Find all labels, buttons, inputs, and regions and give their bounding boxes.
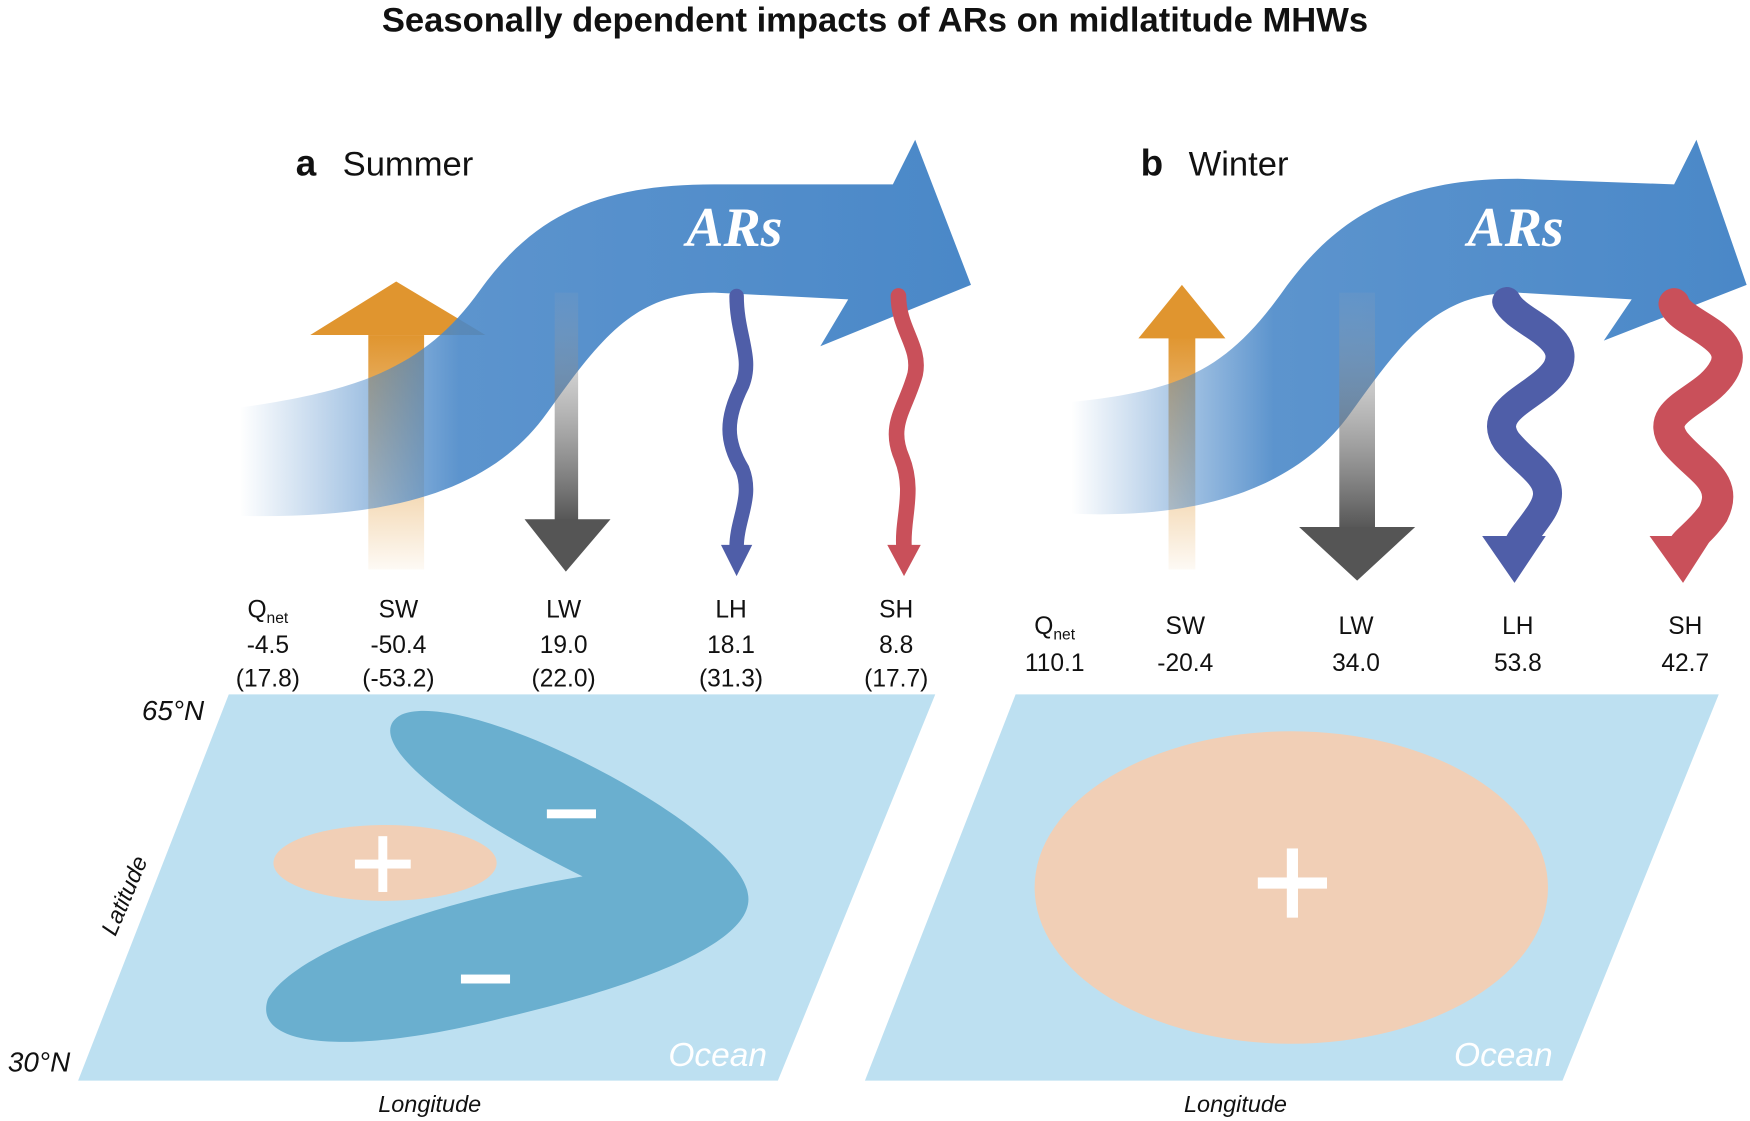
panel-label: b bbox=[1141, 142, 1164, 183]
flux-value: 19.0 bbox=[540, 632, 588, 659]
lw-arrow bbox=[554, 292, 579, 522]
flux-name: LW bbox=[1339, 613, 1375, 640]
flux-value: -20.4 bbox=[1157, 650, 1213, 677]
ar-arrow bbox=[1071, 139, 1747, 515]
flux-alt-value: (22.0) bbox=[532, 666, 596, 693]
flux-value: 18.1 bbox=[707, 632, 755, 659]
latitude-bottom: 30°N bbox=[8, 1047, 71, 1078]
minus-sign bbox=[546, 809, 596, 819]
ocean-label: Ocean bbox=[1454, 1037, 1553, 1074]
lw-arrow-head bbox=[524, 519, 611, 572]
flux-name-main: SH bbox=[1668, 613, 1702, 640]
flux-alt-value: (31.3) bbox=[699, 666, 763, 693]
negative-region bbox=[266, 710, 749, 1042]
plus-sign bbox=[1286, 848, 1298, 918]
minus-sign bbox=[460, 974, 511, 984]
sh-arrow bbox=[888, 288, 924, 555]
flux-value: -50.4 bbox=[370, 632, 426, 659]
flux-name-main: LH bbox=[1502, 613, 1533, 640]
flux-name-main: SW bbox=[379, 596, 419, 623]
flux-value: 34.0 bbox=[1332, 650, 1380, 677]
flux-name-main: Q bbox=[247, 596, 266, 623]
flux-name-main: LH bbox=[715, 596, 746, 623]
flux-name-main: SW bbox=[1165, 613, 1205, 640]
flux-name: SH bbox=[879, 596, 913, 623]
flux-alt-value: (-53.2) bbox=[362, 666, 434, 693]
ar-arrow bbox=[239, 139, 971, 517]
flux-name: Qnet bbox=[247, 596, 288, 627]
sh-arrow-head bbox=[887, 544, 921, 577]
longitude-label: Longitude bbox=[1184, 1091, 1287, 1117]
lw-arrow bbox=[1339, 292, 1375, 530]
panel-season: Winter bbox=[1189, 145, 1289, 183]
flux-value: 42.7 bbox=[1661, 650, 1709, 677]
title: Seasonally dependent impacts of ARs on m… bbox=[382, 1, 1368, 39]
arrow-label: ARs bbox=[683, 197, 782, 259]
flux-name: SW bbox=[379, 596, 419, 623]
flux-value: 110.1 bbox=[1025, 650, 1085, 677]
flux-name-sub: net bbox=[1053, 627, 1075, 644]
sw-arrow-head bbox=[310, 281, 486, 336]
flux-name: SW bbox=[1165, 613, 1205, 640]
flux-name-main: LW bbox=[1339, 613, 1375, 640]
sh-arrow-head bbox=[1649, 535, 1714, 583]
flux-name: SH bbox=[1668, 613, 1702, 640]
lw-arrow-head bbox=[1299, 527, 1416, 581]
lh-arrow-head bbox=[1482, 535, 1546, 583]
sw-arrow-head bbox=[1138, 284, 1226, 339]
flux-name-sub: net bbox=[267, 610, 289, 627]
flux-name-main: SH bbox=[879, 596, 913, 623]
flux-value: 8.8 bbox=[879, 632, 913, 659]
flux-name: Qnet bbox=[1034, 613, 1075, 644]
flux-name-main: Q bbox=[1034, 613, 1053, 640]
latitude-top: 65°N bbox=[142, 695, 205, 726]
panel-season: Summer bbox=[343, 145, 474, 183]
flux-name-main: LW bbox=[546, 596, 582, 623]
lh-arrow bbox=[1487, 287, 1575, 562]
lh-arrow-head bbox=[720, 544, 753, 577]
arrow-label: ARs bbox=[1465, 197, 1564, 259]
flux-value: -4.5 bbox=[247, 632, 289, 659]
longitude-label: Longitude bbox=[378, 1091, 481, 1117]
flux-value: 53.8 bbox=[1494, 650, 1542, 677]
flux-alt-value: (17.8) bbox=[236, 666, 300, 693]
sh-arrow bbox=[1653, 288, 1743, 563]
panel-a-graphics bbox=[78, 139, 971, 1081]
flux-name: LW bbox=[546, 596, 582, 623]
lh-arrow bbox=[722, 288, 754, 555]
plus-sign bbox=[378, 836, 388, 892]
flux-name: LH bbox=[1502, 613, 1533, 640]
panel-label: a bbox=[296, 142, 317, 183]
panel-b-graphics bbox=[864, 139, 1747, 1081]
flux-name: LH bbox=[715, 596, 746, 623]
flux-alt-value: (17.7) bbox=[864, 666, 928, 693]
ocean-label: Ocean bbox=[668, 1037, 767, 1074]
